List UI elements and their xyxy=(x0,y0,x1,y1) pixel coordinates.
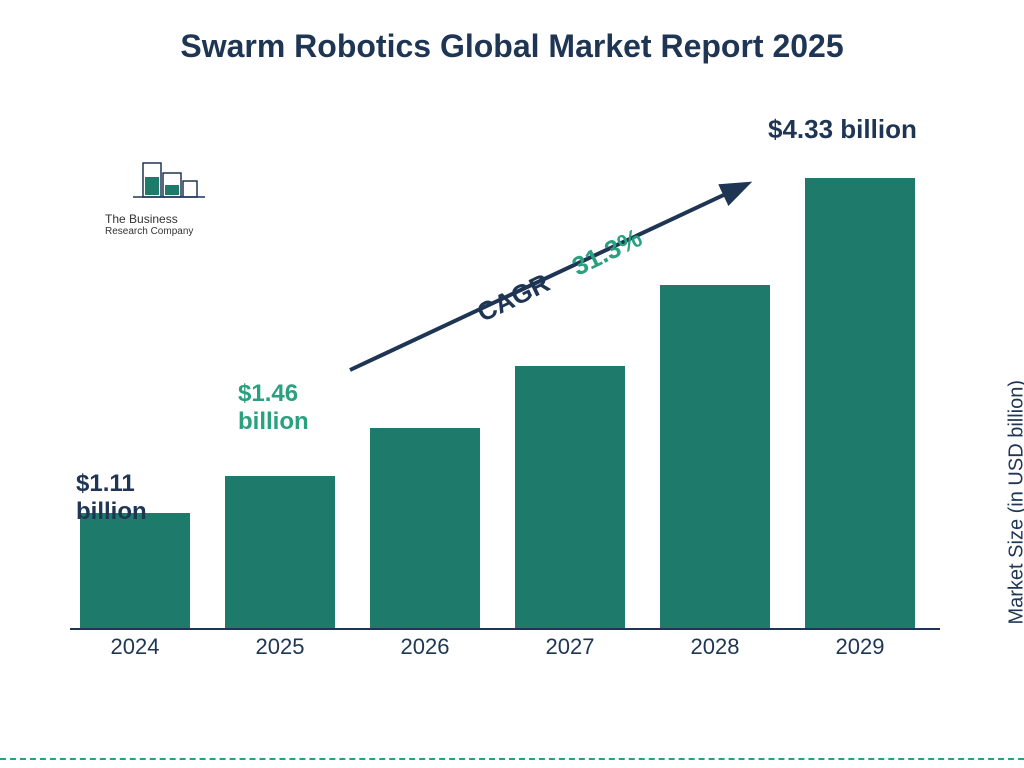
bar-fill xyxy=(225,476,335,628)
value-label-0: $1.11billion xyxy=(76,470,147,525)
value-label-2: $4.33 billion xyxy=(768,115,917,145)
bar-2027: 2027 xyxy=(515,366,625,628)
bar-2025: 2025 xyxy=(225,476,335,628)
bar-category-label: 2027 xyxy=(515,634,625,660)
footer-dashed-line xyxy=(0,758,1024,760)
y-axis-label: Market Size (in USD billion) xyxy=(1006,380,1024,625)
chart-title: Swarm Robotics Global Market Report 2025 xyxy=(0,28,1024,65)
bar-fill xyxy=(80,513,190,628)
bar-category-label: 2024 xyxy=(80,634,190,660)
bar-2028: 2028 xyxy=(660,285,770,628)
value-label-1: $1.46billion xyxy=(238,380,309,435)
bar-2024: 2024 xyxy=(80,513,190,628)
bar-fill xyxy=(370,428,480,628)
bar-fill xyxy=(660,285,770,628)
bar-category-label: 2025 xyxy=(225,634,335,660)
bar-fill xyxy=(515,366,625,628)
bar-2026: 2026 xyxy=(370,428,480,628)
bar-category-label: 2028 xyxy=(660,634,770,660)
x-axis-baseline xyxy=(70,628,940,630)
bar-category-label: 2029 xyxy=(805,634,915,660)
bar-fill xyxy=(805,178,915,628)
bar-category-label: 2026 xyxy=(370,634,480,660)
bar-2029: 2029 xyxy=(805,178,915,628)
chart-area: 2024 2025 2026 2027 2028 2029 xyxy=(70,130,950,670)
